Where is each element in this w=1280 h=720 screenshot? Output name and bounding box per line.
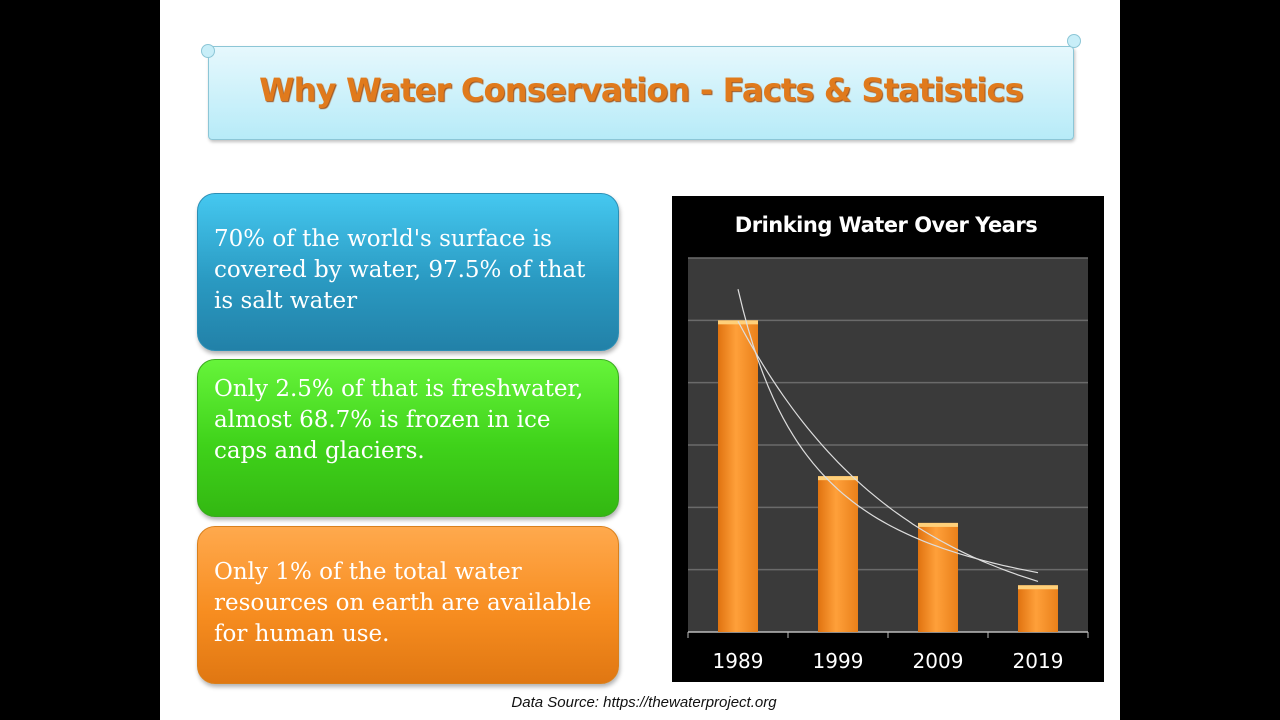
chart-svg: Drinking Water Over Years 1989 1999 2009 20… (687, 213, 1089, 673)
bar-top-highlight (1018, 585, 1058, 590)
title-scroll-banner: Why Water Conservation - Facts & Statist… (201, 34, 1081, 140)
fact-box-water-surface: 70% of the world's surface is covered by… (197, 193, 619, 351)
x-tick-label: 2009 (913, 649, 964, 673)
bar-2019 (1018, 585, 1058, 632)
slide: Why Water Conservation - Facts & Statist… (160, 0, 1120, 720)
drinking-water-chart: Drinking Water Over Years 1989 1999 2009 20… (672, 196, 1104, 682)
scroll-curl-left (201, 44, 215, 58)
x-tick-label: 2019 (1013, 649, 1064, 673)
fact-box-freshwater: Only 2.5% of that is freshwater, almost … (197, 359, 619, 517)
x-tick-label: 1999 (813, 649, 864, 673)
trendline-2 (737, 289, 1039, 574)
trendline-1 (737, 320, 1039, 582)
bar-1989 (718, 320, 758, 632)
fact-box-usable-water: Only 1% of the total water resources on … (197, 526, 619, 684)
chart-title: Drinking Water Over Years (735, 213, 1037, 237)
scroll-curl-right (1067, 34, 1081, 48)
data-source-note: Data Source: https://thewaterproject.org (511, 694, 777, 711)
x-tick-label: 1989 (713, 649, 764, 673)
bar-1999 (818, 476, 858, 632)
page-title: Why Water Conservation - Facts & Statist… (259, 71, 1024, 109)
bar-top-highlight (818, 476, 858, 481)
bar-top-highlight (918, 522, 958, 527)
